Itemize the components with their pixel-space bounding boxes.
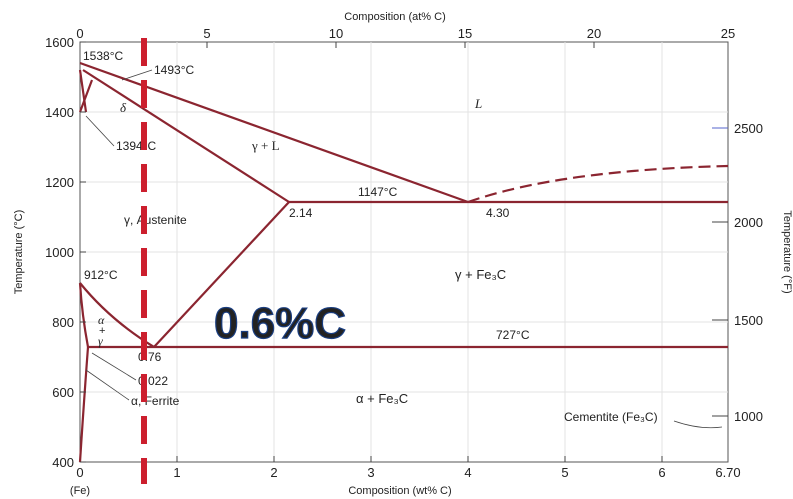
pointer-1493: [121, 69, 153, 81]
bottom-axis-ticks: 0 1 2 3 4 5 6 6.70: [76, 465, 740, 480]
top-tick: 0: [76, 26, 83, 41]
label-alpha: α: [98, 313, 105, 327]
grid: [80, 42, 728, 462]
right-axis-ticks: 2500 2000 1500 1000: [734, 121, 763, 424]
label-alpha-fe3c: α + Fe₃C: [356, 391, 408, 406]
label-1394: 1394°C: [116, 139, 156, 153]
bottom-axis-label: Composition (wt% C): [348, 485, 451, 497]
composition-highlight-label: 0.6%C: [214, 299, 346, 348]
left-tick: 1000: [45, 245, 74, 260]
right-tick: 2500: [734, 121, 763, 136]
right-tick: 1000: [734, 409, 763, 424]
label-plus: +: [99, 325, 105, 337]
solidus-austenite: [82, 69, 290, 203]
pointer-ferrite: [85, 369, 130, 401]
label-gamma: γ: [98, 334, 103, 348]
top-axis-label: Composition (at% C): [344, 11, 445, 23]
top-tick: 10: [329, 26, 343, 41]
left-tick: 400: [52, 455, 74, 470]
top-tick: 15: [458, 26, 472, 41]
right-tick: 2000: [734, 215, 763, 230]
left-tick: 1600: [45, 35, 74, 50]
label-austenite: γ, Austenite: [124, 213, 187, 227]
label-912: 912°C: [84, 268, 118, 282]
label-214: 2.14: [289, 206, 313, 220]
right-tick: 1500: [734, 313, 763, 328]
right-axis-label: Temperature (°F): [781, 210, 793, 293]
annotations: 1538°C 1493°C 1394°C δ L γ + L 1147°C 2.…: [83, 49, 723, 429]
label-430: 4.30: [486, 206, 510, 220]
pointer-1394: [85, 115, 115, 147]
phase-boundaries: [78, 61, 729, 463]
bottom-tick: 4: [464, 465, 471, 480]
ferrite-solvus: [78, 346, 90, 463]
label-1147: 1147°C: [358, 185, 398, 199]
alpha-gamma-boundary: [78, 282, 90, 348]
bottom-tick: 6: [658, 465, 665, 480]
top-tick: 5: [203, 26, 210, 41]
bottom-tick: 0: [76, 465, 83, 480]
label-delta: δ: [120, 100, 127, 115]
left-tick: 600: [52, 385, 74, 400]
bottom-tick: 1: [173, 465, 180, 480]
left-axis-label: Temperature (°C): [13, 210, 25, 294]
bottom-tick: 6.70: [715, 465, 740, 480]
left-tick: 800: [52, 315, 74, 330]
label-1493: 1493°C: [154, 63, 194, 77]
top-tick: 25: [721, 26, 735, 41]
bottom-tick: 3: [367, 465, 374, 480]
label-gamma-fe3c: γ + Fe₃C: [455, 267, 506, 282]
top-axis-ticks: 0 5 10 15 20 25: [76, 26, 735, 41]
cementite-liquidus: [467, 164, 729, 204]
acm-line: [153, 201, 290, 348]
delta-boundary: [78, 69, 88, 113]
top-tick: 20: [587, 26, 601, 41]
bottom-tick: 5: [561, 465, 568, 480]
delta-solvus: [78, 79, 94, 113]
pointer-0022: [91, 352, 137, 381]
label-liquid: L: [474, 96, 482, 111]
left-tick: 1200: [45, 175, 74, 190]
left-tick: 1400: [45, 105, 74, 120]
left-axis-ticks: 1600 1400 1200 1000 800 600 400: [45, 35, 74, 470]
fe-label: (Fe): [70, 485, 90, 497]
label-ferrite: α, Ferrite: [131, 394, 180, 408]
label-727: 727°C: [496, 328, 530, 342]
label-gamma-l: γ + L: [251, 138, 280, 153]
bottom-tick: 2: [270, 465, 277, 480]
pointer-cementite: [673, 420, 723, 429]
label-cementite: Cementite (Fe₃C): [564, 410, 658, 424]
label-1538: 1538°C: [83, 49, 123, 63]
axis-ticks: [80, 41, 728, 463]
